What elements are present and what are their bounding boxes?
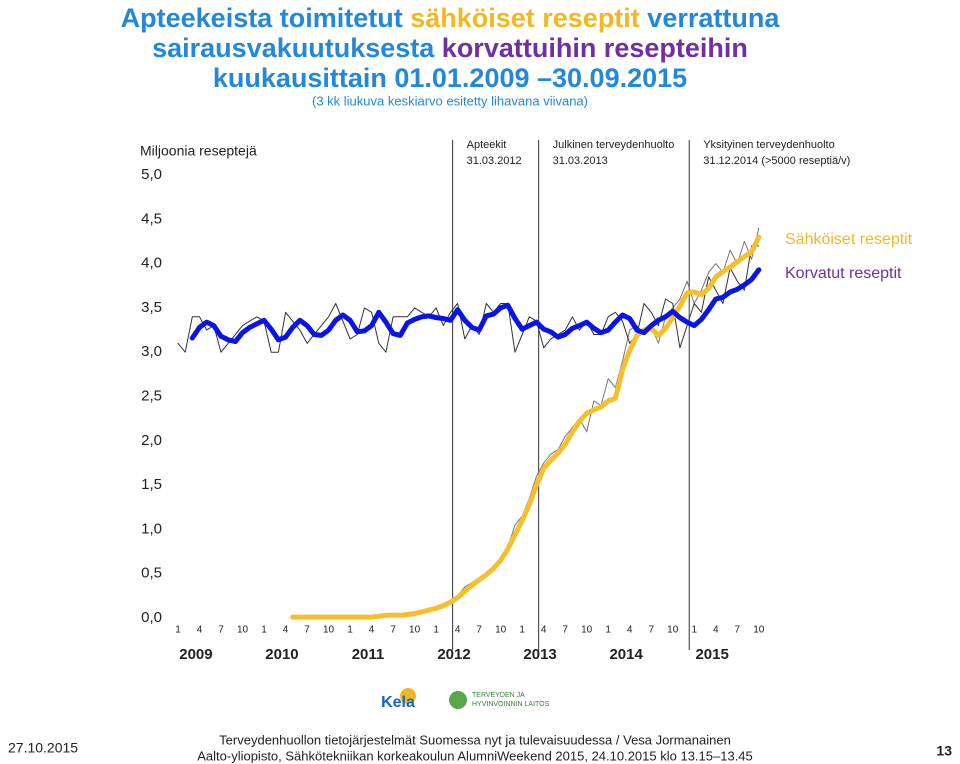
x-tick-label: 7	[476, 625, 482, 636]
x-tick-label: 10	[753, 625, 765, 636]
year-label: 2013	[523, 646, 556, 663]
x-tick-label: 7	[562, 625, 568, 636]
event-label: 31.12.2014 (>5000 reseptiä/v)	[703, 155, 850, 167]
x-tick-label: 1	[605, 625, 611, 636]
subtitle: (3 kk liukuva keskiarvo esitetty lihavan…	[312, 93, 588, 108]
event-label: 31.03.2012	[467, 155, 522, 167]
x-tick-label: 10	[409, 625, 421, 636]
kela-mark	[400, 688, 416, 704]
x-tick-label: 1	[691, 625, 697, 636]
y-tick-label: 1,0	[141, 520, 162, 537]
x-tick-label: 4	[197, 625, 203, 636]
title-part: kuukausittain 01.01.2009 –30.09.2015	[213, 63, 687, 93]
year-label: 2009	[179, 646, 212, 663]
x-tick-label: 10	[495, 625, 507, 636]
title-part: sähköiset reseptit	[410, 3, 640, 33]
chart-title: sairausvakuutuksesta korvattuihin resept…	[152, 33, 748, 63]
x-tick-label: 1	[519, 625, 525, 636]
year-label: 2012	[437, 646, 470, 663]
x-tick-label: 1	[261, 625, 267, 636]
title-part: verrattuna	[640, 3, 781, 33]
page-number: 13	[936, 743, 952, 759]
x-tick-label: 10	[581, 625, 593, 636]
x-tick-label: 7	[304, 625, 310, 636]
y-tick-label: 0,0	[141, 609, 162, 626]
trend-line	[290, 234, 762, 620]
year-label: 2010	[265, 646, 298, 663]
legend-label: Sähköiset reseptit	[785, 231, 913, 248]
thl-logo: TERVEYDEN JA	[472, 692, 525, 699]
thl-mark	[449, 691, 467, 709]
year-label: 2014	[609, 646, 643, 663]
y-tick-label: 4,5	[141, 210, 162, 227]
x-tick-label: 7	[734, 625, 740, 636]
event-label: Yksityinen terveydenhuolto	[703, 139, 834, 151]
kela-logo: Kela	[381, 694, 415, 711]
y-axis-label: Miljoonia reseptejä	[140, 143, 257, 159]
title-part: sairausvakuutuksesta	[152, 33, 442, 63]
x-tick-label: 4	[283, 625, 289, 636]
x-tick-label: 7	[390, 625, 396, 636]
y-tick-label: 1,5	[141, 476, 162, 493]
x-tick-label: 7	[218, 625, 224, 636]
footer-line: Aalto-yliopisto, Sähkötekniikan korkeako…	[197, 748, 753, 763]
x-tick-label: 10	[323, 625, 335, 636]
x-tick-label: 4	[369, 625, 375, 636]
y-tick-label: 2,0	[141, 432, 162, 449]
x-tick-label: 10	[237, 625, 249, 636]
title-part: korvattuihin resepteihin	[442, 33, 748, 63]
y-tick-label: 3,0	[141, 343, 162, 360]
year-label: 2015	[695, 646, 728, 663]
thl-logo: HYVINVOINNIN LAITOS	[472, 701, 550, 708]
y-tick-label: 0,5	[141, 565, 162, 582]
x-tick-label: 4	[713, 625, 719, 636]
title-part: Apteekeista toimitetut	[121, 3, 411, 33]
x-tick-label: 1	[433, 625, 439, 636]
x-tick-label: 4	[627, 625, 633, 636]
legend-label: Korvatut reseptit	[785, 265, 902, 282]
event-label: Julkinen terveydenhuolto	[553, 139, 675, 151]
event-label: 31.03.2013	[553, 155, 608, 167]
footer-line: Terveydenhuollon tietojärjestelmät Suome…	[219, 732, 731, 747]
y-tick-label: 2,5	[141, 387, 162, 404]
x-tick-label: 1	[347, 625, 353, 636]
chart-title: kuukausittain 01.01.2009 –30.09.2015	[213, 63, 687, 93]
x-tick-label: 1	[175, 625, 181, 636]
x-tick-label: 4	[541, 625, 547, 636]
y-tick-label: 3,5	[141, 299, 162, 316]
chart-title: Apteekeista toimitetut sähköiset resepti…	[121, 3, 781, 33]
year-label: 2011	[352, 646, 385, 663]
trend-line	[189, 267, 762, 345]
monthly-line	[177, 245, 760, 353]
x-tick-label: 10	[667, 625, 679, 636]
event-label: Apteekit	[467, 139, 507, 151]
x-tick-label: 7	[648, 625, 654, 636]
footer-date: 27.10.2015	[8, 740, 78, 756]
y-tick-label: 5,0	[141, 166, 162, 183]
x-tick-label: 4	[455, 625, 461, 636]
y-tick-label: 4,0	[141, 255, 162, 272]
